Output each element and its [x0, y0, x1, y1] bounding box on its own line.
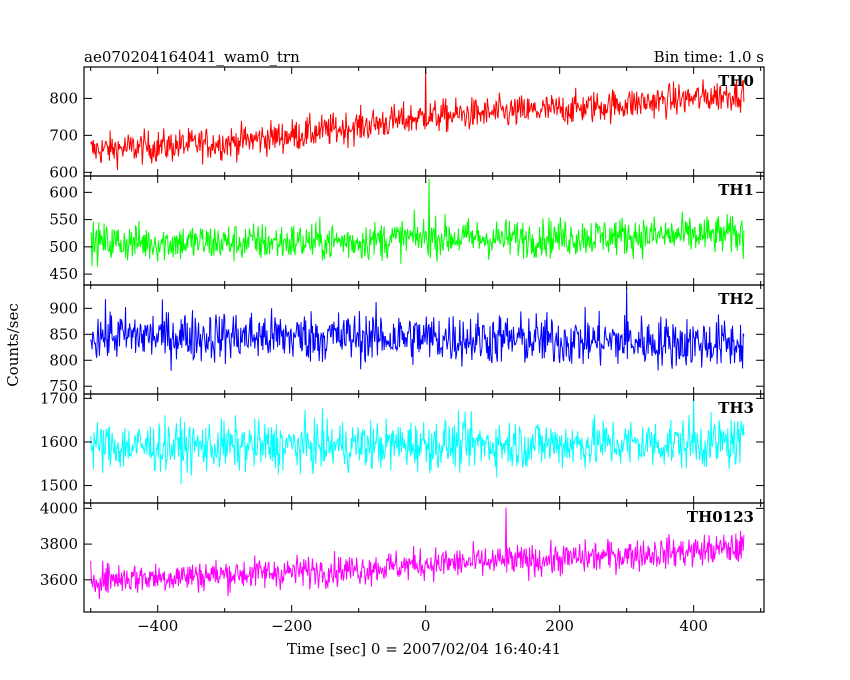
x-axis-label: Time [sec] 0 = 2007/02/04 16:40:41 [287, 640, 561, 658]
y-tick-label: 3800 [40, 535, 78, 553]
series-label-th3: TH3 [718, 399, 754, 417]
y-tick-label: 1700 [40, 389, 78, 407]
panel-stack: 600 700 800 TH0 450 500 550 600 TH1 750 800 850 900 T… [40, 66, 765, 613]
series-line-th2 [90, 287, 745, 371]
panel-th2: 750 800 850 900 TH2 [49, 284, 765, 395]
series-label-th0: TH0 [718, 72, 754, 90]
panel-th0123: 3600 3800 4000 TH0123 [40, 499, 765, 613]
y-tick-label: 1600 [40, 433, 78, 451]
y-tick-label: 850 [49, 325, 78, 343]
series-line-th3 [90, 396, 745, 485]
y-tick-label: 450 [49, 265, 78, 283]
panel-frame [83, 502, 765, 613]
panel-th3: 1500 1600 1700 TH3 [40, 389, 765, 504]
y-tick-label: 500 [49, 238, 78, 256]
y-tick-label: 4000 [40, 499, 78, 517]
series-line-th0123 [90, 507, 745, 599]
series-label-th1: TH1 [718, 181, 754, 199]
y-tick-label: 800 [49, 351, 78, 369]
y-tick-label: 600 [49, 163, 78, 181]
panel-th1: 450 500 550 600 TH1 [49, 175, 765, 286]
x-tick-label: 0 [421, 617, 431, 635]
y-tick-label: 800 [49, 89, 78, 107]
chart-title: ae070204164041_wam0_trn [84, 48, 300, 66]
y-tick-label: 900 [49, 299, 78, 317]
y-tick-label: 750 [49, 377, 78, 395]
y-tick-label: 600 [49, 183, 78, 201]
series-line-th0 [90, 67, 745, 171]
series-label-th2: TH2 [718, 290, 754, 308]
series-label-th0123: TH0123 [687, 508, 754, 526]
y-tick-label: 550 [49, 211, 78, 229]
y-tick-label: 3600 [40, 571, 78, 589]
x-tick-label: −200 [271, 617, 312, 635]
x-tick-label: −400 [137, 617, 178, 635]
series-line-th1 [90, 178, 745, 267]
y-tick-label: 700 [49, 126, 78, 144]
x-axis: −400 −200 0 200 400 [137, 617, 708, 635]
y-tick-label: 1500 [40, 477, 78, 495]
x-tick-label: 200 [545, 617, 574, 635]
panel-th0: 600 700 800 TH0 [49, 66, 765, 181]
bin-time-label: Bin time: 1.0 s [654, 48, 764, 66]
y-axis-label: Counts/sec [4, 303, 22, 387]
x-tick-label: 400 [679, 617, 708, 635]
